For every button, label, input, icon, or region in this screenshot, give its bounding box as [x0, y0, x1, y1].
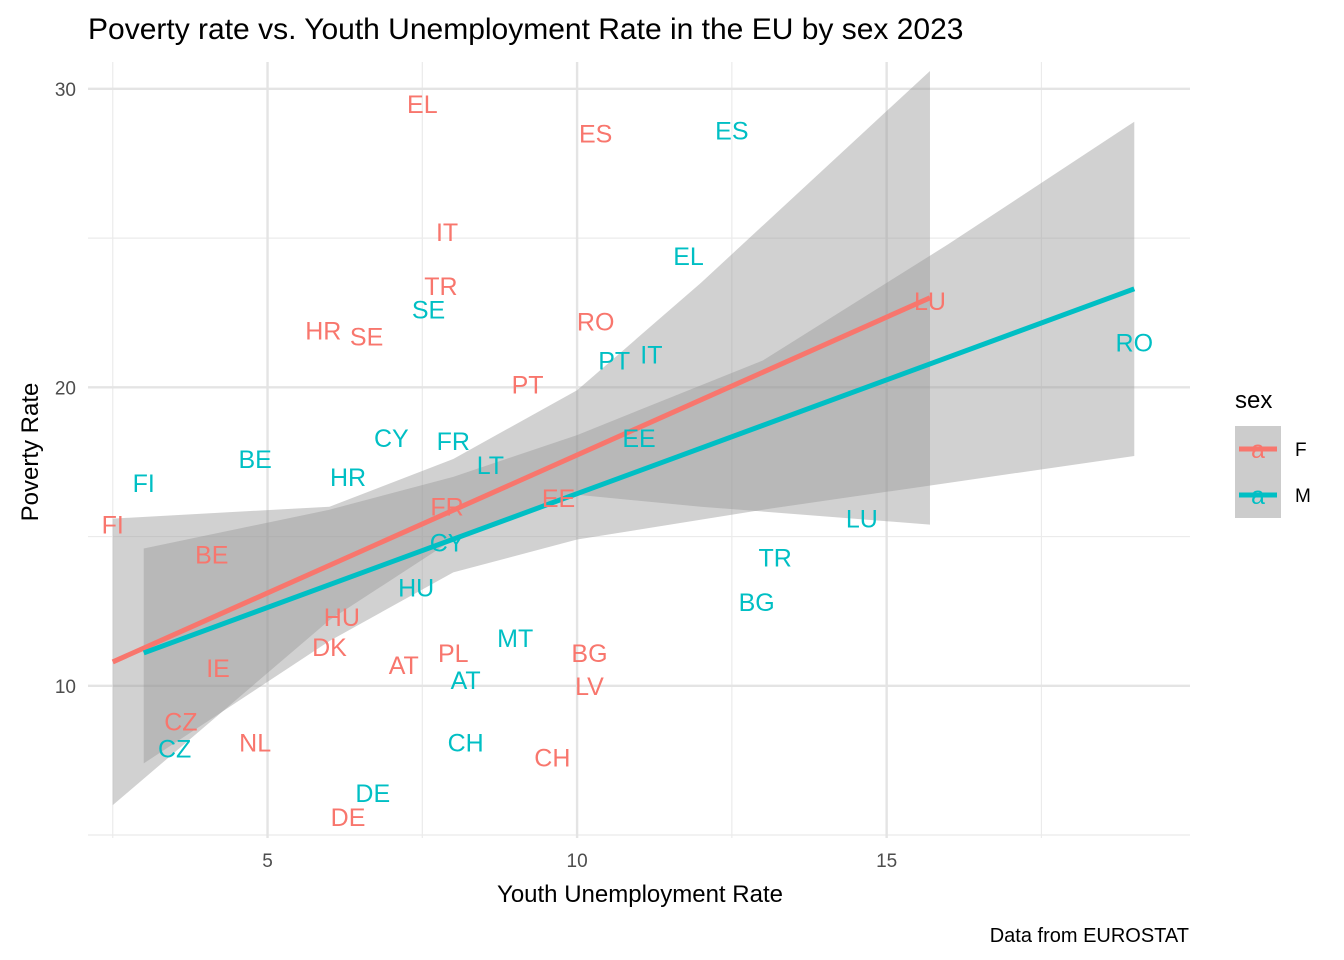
- point-label: MT: [497, 625, 533, 653]
- confidence-band-M: [143, 121, 1135, 764]
- point-label: CH: [534, 744, 570, 772]
- point-label: PT: [512, 371, 544, 399]
- y-tick-label: 20: [55, 378, 76, 399]
- confidence-bands: [112, 70, 1135, 806]
- point-label: IT: [640, 341, 662, 369]
- trend-line-M: [142, 286, 1136, 656]
- point-label: EE: [542, 485, 575, 513]
- point-label: NL: [239, 729, 271, 757]
- point-label: AT: [451, 667, 481, 695]
- point-label: LU: [846, 506, 878, 534]
- point-label: FI: [133, 470, 155, 498]
- point-label: DE: [355, 780, 390, 808]
- point-label: BG: [739, 589, 775, 617]
- axis-ticks: 5 10 15 10 20 30: [55, 80, 897, 872]
- point-label: HR: [330, 464, 366, 492]
- point-label: AT: [389, 652, 419, 680]
- point-label: HU: [398, 574, 434, 602]
- confidence-band-F: [112, 70, 930, 806]
- point-label: LU: [914, 288, 946, 316]
- point-label: IE: [206, 655, 230, 683]
- plot-grid: [88, 62, 1190, 838]
- point-label: CZ: [158, 735, 191, 763]
- point-label: SE: [350, 324, 383, 352]
- point-label: HU: [324, 604, 360, 632]
- point-label: DK: [312, 634, 347, 662]
- point-label: FI: [102, 512, 124, 540]
- trend-line-F: [111, 295, 931, 665]
- y-tick-label: 30: [55, 80, 76, 101]
- point-label: ES: [715, 118, 748, 146]
- point-label: FR: [437, 428, 470, 456]
- point-label: CZ: [164, 709, 197, 737]
- legend-key-glyph-M: a: [1251, 482, 1265, 510]
- legend-label-F: F: [1295, 440, 1307, 461]
- point-label: LV: [575, 673, 604, 701]
- point-label: CH: [448, 729, 484, 757]
- point-label: EL: [673, 243, 704, 271]
- point-label: EL: [407, 91, 438, 119]
- legend: sex a Fa M: [1235, 387, 1311, 518]
- point-label: CY: [374, 425, 409, 453]
- point-label: DE: [331, 804, 366, 832]
- point-label: SE: [412, 297, 445, 325]
- point-label: TR: [759, 544, 792, 572]
- chart-title: Poverty rate vs. Youth Unemployment Rate…: [88, 13, 963, 46]
- point-label: PL: [438, 640, 469, 668]
- point-label: HR: [305, 318, 341, 346]
- legend-key-glyph-F: a: [1251, 436, 1265, 464]
- legend-label-M: M: [1295, 486, 1311, 507]
- point-label: RO: [577, 309, 615, 337]
- point-label: IT: [436, 219, 458, 247]
- legend-entries: a Fa M: [1235, 426, 1311, 518]
- point-label: EE: [622, 425, 655, 453]
- point-label: RO: [1116, 330, 1154, 358]
- x-tick-label: 15: [876, 851, 897, 872]
- legend-title: sex: [1235, 387, 1272, 414]
- point-label: BE: [238, 446, 271, 474]
- point-label: TR: [424, 273, 457, 301]
- x-axis-title: Youth Unemployment Rate: [497, 881, 783, 908]
- point-label: CY: [430, 530, 465, 558]
- y-axis-title: Poverty Rate: [17, 383, 44, 522]
- point-label: BG: [571, 640, 607, 668]
- point-label: LT: [477, 452, 504, 480]
- x-tick-label: 5: [262, 851, 273, 872]
- trend-lines: [111, 286, 1136, 665]
- point-label: BE: [195, 541, 228, 569]
- chart-caption: Data from EUROSTAT: [990, 925, 1189, 947]
- x-tick-label: 10: [567, 851, 588, 872]
- point-label: ES: [579, 121, 612, 149]
- point-label: PT: [598, 347, 630, 375]
- y-tick-label: 10: [55, 677, 76, 698]
- point-label: FR: [430, 494, 463, 522]
